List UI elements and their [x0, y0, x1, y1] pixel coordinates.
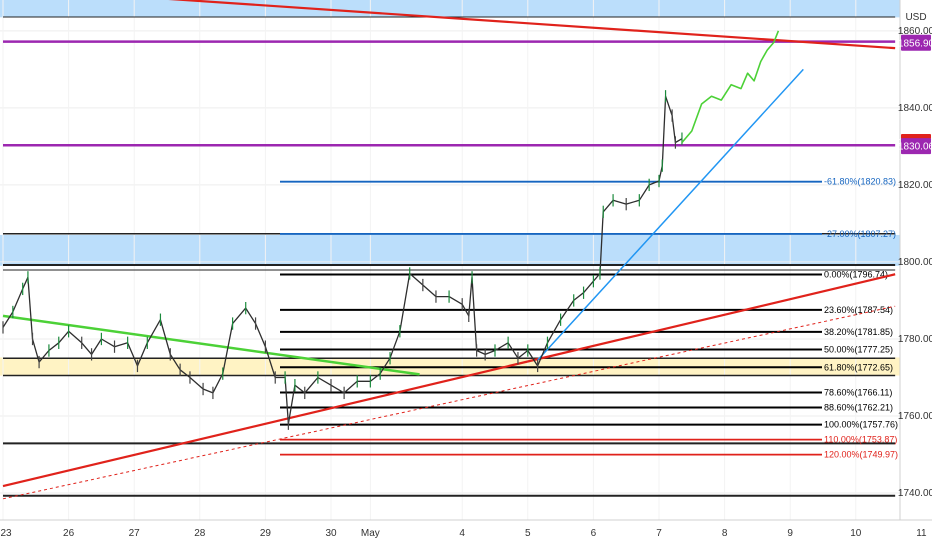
price-tick-label: 1800.00: [898, 257, 932, 268]
price-axis-background[interactable]: [900, 0, 932, 520]
price-tick-label: 1760.00: [898, 411, 932, 422]
price-badge-label: 1830.06: [898, 142, 932, 153]
time-tick-label: 4: [459, 528, 465, 539]
fib-level-label: 100.00%(1757.76): [824, 420, 898, 430]
price-tick-label: 1820.00: [898, 180, 932, 191]
price-axis: 1740.00 1760.00 1780.00 1800.00 1820.00 1840.…: [898, 26, 932, 499]
fib-level-label: 50.00%(1777.25): [824, 345, 893, 355]
trendline[interactable]: [2, 273, 896, 488]
projection-series: [681, 30, 780, 144]
currency-label: USD: [905, 12, 926, 23]
zone-layer: [0, 0, 900, 376]
price-tick-label: 1740.00: [898, 488, 932, 499]
trendline-layer: [2, 0, 896, 500]
fib-level-label: 0.00%(1796.74): [824, 269, 888, 279]
time-tick-label: 29: [260, 528, 272, 539]
trendline[interactable]: [2, 305, 896, 500]
price-badge: [901, 34, 931, 51]
time-tick-label: 9: [787, 528, 793, 539]
time-tick-label: 26: [63, 528, 75, 539]
price-tick-label: 1780.00: [898, 334, 932, 345]
time-tick-label: May: [361, 528, 380, 539]
trendline[interactable]: [537, 68, 804, 361]
price-tick-label: 1840.00: [898, 103, 932, 114]
fib-level-label: 110.00%(1753.87): [824, 435, 897, 445]
price-badges: 1856.901831.151830.06: [898, 34, 932, 155]
fib-level-label: 120.00%(1749.97): [824, 450, 898, 460]
fib-level-label: 23.60%(1787.54): [824, 305, 893, 315]
price-zone: [0, 234, 900, 266]
fibonacci-layer: -61.80%(1820.83) -27.00%(1807.27) 0.00%(17…: [280, 177, 898, 460]
price-badge: [901, 138, 931, 155]
time-tick-label: 7: [656, 528, 662, 539]
fib-level-label: -61.80%(1820.83): [824, 177, 896, 187]
time-tick-label: 5: [525, 528, 531, 539]
time-tick-label: 10: [850, 528, 862, 539]
fib-level-label: 78.60%(1766.11): [824, 387, 892, 397]
time-tick-label: 30: [325, 528, 337, 539]
trendline[interactable]: [128, 0, 896, 50]
time-tick-label: 11: [916, 528, 927, 539]
time-axis-background[interactable]: [0, 520, 932, 550]
price-zone: [0, 0, 900, 18]
time-axis: 23 26 27 28 29 30 May 4 5 6 7 8 9 10 11: [0, 528, 927, 539]
time-tick-label: 23: [0, 528, 12, 539]
time-tick-label: 28: [194, 528, 206, 539]
fib-level-label: 88.60%(1762.21): [824, 402, 893, 412]
fib-level-label: 38.20%(1781.85): [824, 327, 893, 337]
horizontal-lines-layer: [3, 16, 896, 497]
time-tick-label: 27: [129, 528, 141, 539]
price-series-layer: [2, 30, 780, 430]
fib-level-label: 61.80%(1772.65): [824, 362, 893, 372]
time-tick-label: 6: [591, 528, 597, 539]
trendline[interactable]: [2, 314, 420, 376]
price-tick-label: 1860.00: [898, 26, 932, 37]
price-badge-label: 1856.90: [898, 38, 932, 49]
fib-level-label: -27.00%(1807.27): [824, 229, 896, 239]
time-tick-label: 8: [722, 528, 728, 539]
